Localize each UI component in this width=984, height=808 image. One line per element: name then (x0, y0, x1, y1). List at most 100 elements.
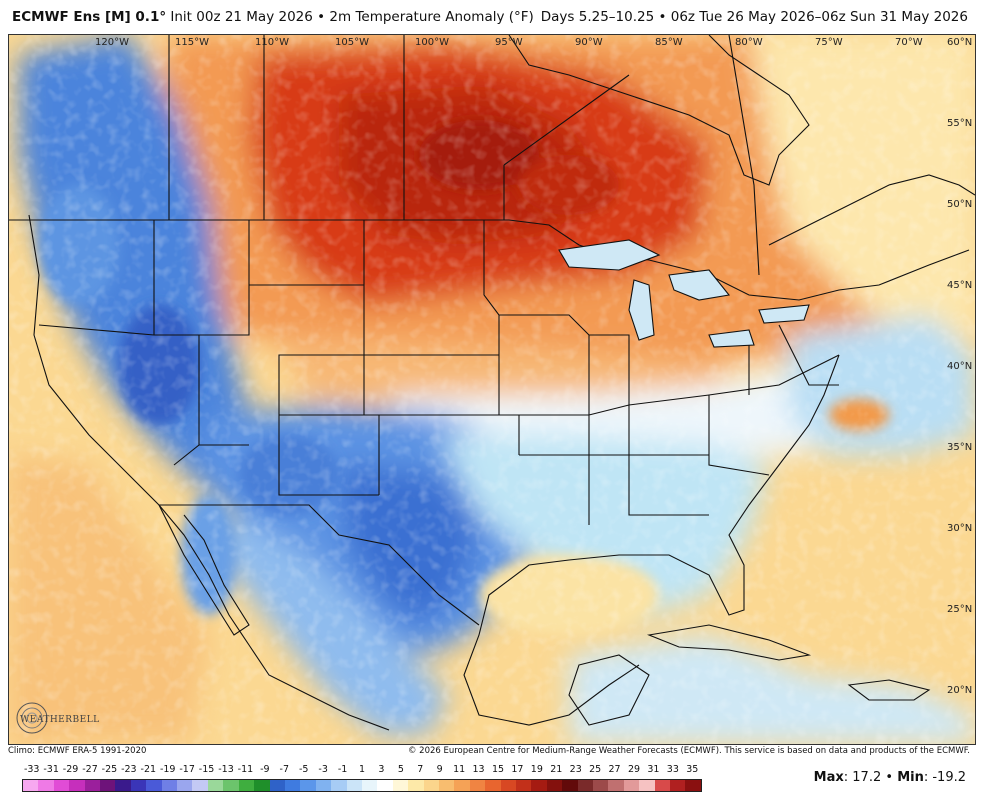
legend-swatch (161, 780, 178, 791)
weatherbell-logo-icon (16, 702, 48, 734)
legend-tick-label: -15 (198, 764, 215, 775)
lon-label: 85°W (655, 37, 683, 48)
legend-swatch (485, 780, 501, 791)
legend-tick-label: 25 (589, 764, 602, 775)
legend-tick-label: 11 (453, 764, 466, 775)
legend-swatch (361, 780, 378, 791)
legend-swatch (670, 780, 686, 791)
legend-tick-label: 35 (686, 764, 699, 775)
legend-swatch (469, 780, 486, 791)
legend-tick-label: 9 (436, 764, 443, 775)
lon-label: 105°W (335, 37, 369, 48)
legend-swatch (207, 780, 224, 791)
color-legend: -33 -31 -29 -27 -25 -23 -21 -19 -17 -15 -13 -11 -9 -7… (14, 764, 704, 804)
lon-label: 90°W (575, 37, 603, 48)
min-value: : -19.2 (923, 770, 966, 785)
legend-swatch (315, 780, 332, 791)
legend-tick-label: -17 (179, 764, 195, 775)
lat-label: 40°N (947, 361, 972, 372)
legend-tick-label: -23 (121, 764, 137, 775)
legend-tick-label: 15 (491, 764, 505, 775)
legend-swatch (500, 780, 516, 791)
legend-swatch (377, 780, 393, 791)
legend-swatch (130, 780, 147, 791)
climatology-note: Climo: ECMWF ERA-5 1991-2020 (8, 746, 147, 756)
lat-label: 45°N (947, 280, 972, 291)
valid-period: Days 5.25–10.25 • 06z Tue 26 May 2026–06… (540, 9, 968, 25)
map-svg: 120°W 115°W 110°W 105°W 100°W 95°W 90°W … (9, 35, 975, 744)
legend-tick-label: -19 (159, 764, 176, 775)
legend-tick-label: -25 (101, 764, 118, 775)
legend-tick-label: -1 (337, 764, 348, 775)
legend-swatch (438, 780, 455, 791)
legend-swatch (238, 780, 255, 791)
min-label: Min (897, 770, 924, 785)
max-value: : 17.2 (843, 770, 882, 785)
great-lakes (558, 239, 810, 348)
max-min-stats: Max: 17.2 • Min: -19.2 (814, 770, 966, 785)
legend-tick-label: 13 (472, 764, 485, 775)
lon-label: 70°W (895, 37, 923, 48)
legend-tick-label: 27 (608, 764, 621, 775)
lat-label: 20°N (947, 685, 972, 696)
legend-tick-label: 31 (647, 764, 660, 775)
legend-tick-label: -13 (218, 764, 234, 775)
texture-overlay (9, 35, 975, 744)
legend-swatch (23, 780, 39, 791)
political-boundaries (9, 35, 975, 731)
legend-swatch (577, 780, 594, 791)
legend-swatch (516, 780, 532, 791)
legend-swatch (392, 780, 409, 791)
lon-label: 120°W (95, 37, 129, 48)
legend-tick-label: -7 (279, 764, 290, 775)
yucatan (568, 654, 650, 726)
anomaly-map: 120°W 115°W 110°W 105°W 100°W 95°W 90°W … (8, 34, 976, 745)
lon-label: 75°W (815, 37, 843, 48)
legend-tick-label: 21 (550, 764, 563, 775)
legend-tick-label: -21 (140, 764, 157, 775)
legend-swatch (531, 780, 547, 791)
legend-tick-label: -11 (237, 764, 254, 775)
legend-swatch (608, 780, 624, 791)
legend-swatch (300, 780, 316, 791)
max-label: Max (813, 770, 844, 785)
stats-separator: • (885, 770, 894, 785)
model-name: ECMWF Ens [M] 0.1° (12, 9, 167, 25)
baja-peninsula (158, 504, 250, 636)
lon-label: 110°W (255, 37, 289, 48)
variable-name: • 2m Temperature Anomaly (°F) (317, 9, 534, 25)
legend-swatch (562, 780, 578, 791)
legend-swatch (269, 780, 285, 791)
canada-province-lines (168, 35, 760, 276)
legend-swatch (346, 780, 362, 791)
legend-swatch (685, 780, 701, 791)
legend-swatch (177, 780, 193, 791)
legend-color-bar (22, 779, 702, 792)
lat-label: 35°N (947, 442, 972, 453)
logo-wordmark: WEATHERBELL (20, 715, 100, 725)
hudson-bay-shore (508, 35, 810, 186)
pacific-coastline (28, 214, 390, 731)
lon-label: 80°W (735, 37, 763, 48)
hispaniola (847, 679, 931, 701)
lat-label: 50°N (947, 199, 972, 210)
lon-label: 95°W (495, 37, 523, 48)
legend-labels: -33 -31 -29 -27 -25 -23 -21 -19 -17 -15 -13 -11 -9 -7… (14, 764, 704, 778)
legend-tick-label: -5 (298, 764, 309, 775)
longitude-labels: 120°W 115°W 110°W 105°W 100°W 95°W 90°W … (95, 37, 923, 48)
legend-tick-label: 7 (417, 764, 424, 775)
latitude-labels: 60°N 55°N 50°N 45°N 40°N 35°N 30°N 25°N … (947, 37, 972, 696)
legend-swatch (654, 780, 671, 791)
legend-swatch (254, 780, 270, 791)
legend-tick-label: 5 (397, 764, 404, 775)
legend-tick-label: 3 (378, 764, 385, 775)
legend-swatch (84, 780, 101, 791)
lat-label: 25°N (947, 604, 972, 615)
legend-tick-label: -33 (23, 764, 40, 775)
legend-swatch (623, 780, 640, 791)
us-coastline (463, 354, 840, 726)
legend-tick-label: -3 (318, 764, 328, 775)
atlantic-canada-coast (768, 174, 975, 246)
legend-swatch (284, 780, 301, 791)
